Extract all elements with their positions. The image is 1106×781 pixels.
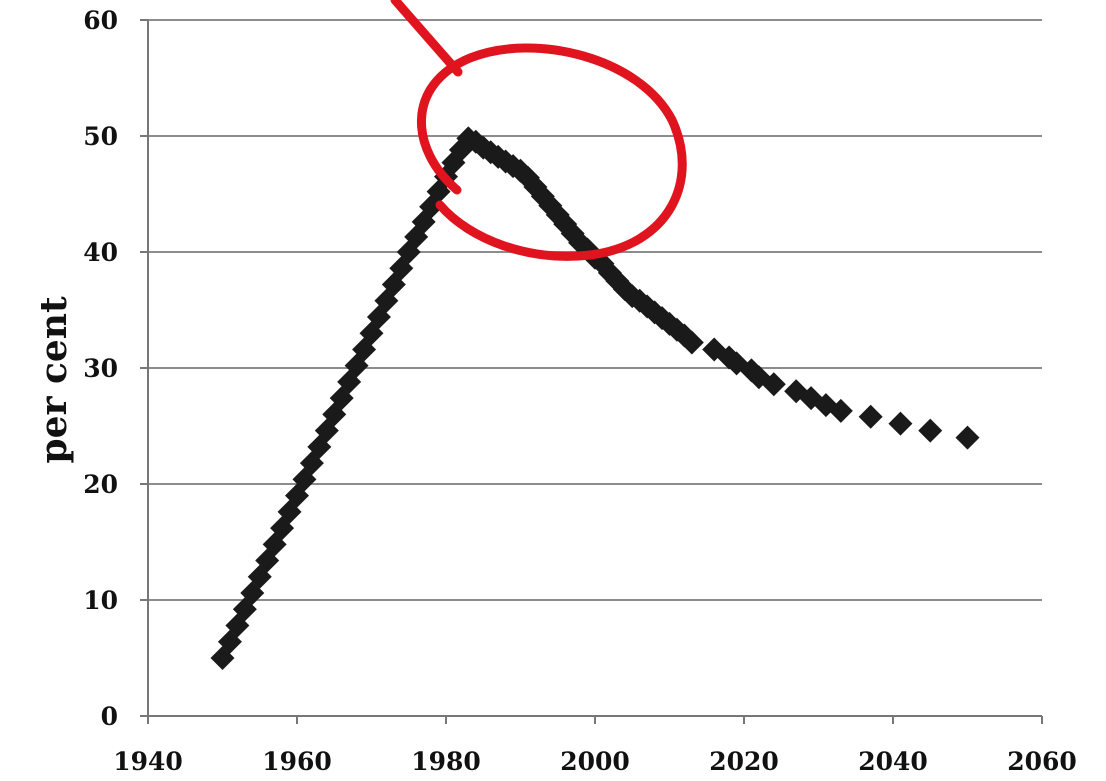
x-tick-label: 2020 [709, 747, 779, 776]
data-point [761, 372, 786, 397]
x-tick-label: 2060 [1007, 747, 1077, 776]
x-tick-labels: 1940 1960 1980 2000 2020 2040 2060 [113, 747, 1077, 776]
axes [140, 19, 1043, 724]
data-point [828, 398, 853, 423]
y-tick-label: 50 [83, 122, 118, 151]
data-point [918, 418, 943, 443]
data-point [955, 425, 980, 450]
data-point [679, 330, 704, 355]
y-tick-label: 60 [83, 6, 118, 35]
x-tick-label: 1980 [411, 747, 481, 776]
annotation-layer [390, 0, 687, 261]
y-tick-label: 30 [83, 354, 118, 383]
data-point [888, 411, 913, 436]
y-tick-label: 40 [83, 238, 118, 267]
y-tick-label: 10 [83, 586, 118, 615]
x-tick-label: 2040 [858, 747, 928, 776]
x-tick-label: 2000 [560, 747, 630, 776]
data-point [858, 404, 883, 429]
y-axis-label: per cent [33, 296, 75, 464]
y-tick-labels: 0 10 20 30 40 50 60 [83, 6, 118, 731]
x-tick-label: 1940 [113, 747, 183, 776]
data-points [210, 126, 980, 670]
y-tick-label: 0 [101, 702, 118, 731]
annotation-pointer-line [390, 0, 463, 77]
x-tick-label: 1960 [262, 747, 332, 776]
annotation-circle [416, 43, 687, 261]
y-tick-label: 20 [83, 470, 118, 499]
